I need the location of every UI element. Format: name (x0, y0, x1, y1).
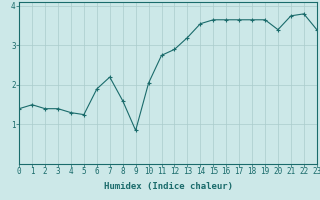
X-axis label: Humidex (Indice chaleur): Humidex (Indice chaleur) (103, 182, 233, 191)
